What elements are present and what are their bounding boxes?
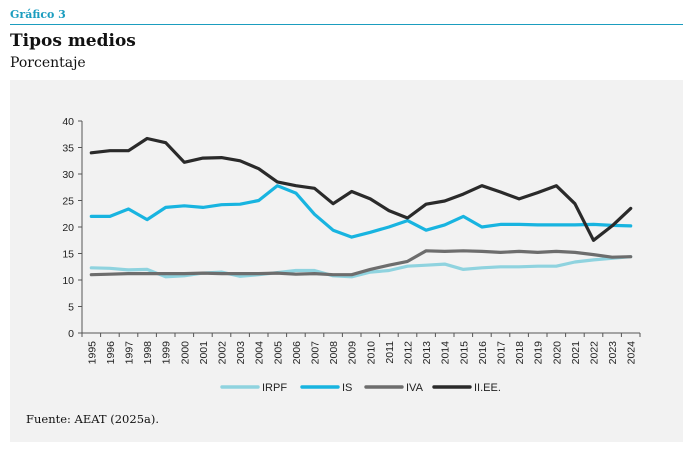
figure-label: Gráfico 3 [10,8,66,21]
series-line-irpf [89,255,633,279]
x-tick-label: 2017 [496,341,508,365]
chart-subtitle: Porcentaje [10,55,86,71]
x-tick-label: 2002 [217,341,229,365]
series-line-iva [89,249,633,277]
x-tick-label: 2009 [347,341,359,365]
header-rule [10,24,683,25]
legend-label-iva: IVA [406,382,424,394]
x-tick-label: 2003 [235,341,247,365]
x-tick-label: 2018 [514,341,526,365]
y-tick-label: 5 [68,302,74,314]
source-note: Fuente: AEAT (2025a). [26,412,160,426]
y-tick-label: 30 [62,169,74,181]
x-tick-label: 2012 [403,341,415,365]
x-tick-label: 2019 [533,341,545,365]
legend-label-ii-ee: II.EE. [474,382,501,394]
x-tick-label: 1998 [142,341,154,365]
x-tick-label: 2007 [310,341,322,365]
line-chart: 0 5 10 15 20 25 30 35 40 1995 1996 1997 1998 1999 2000… [62,116,641,394]
y-tick-label: 25 [62,196,74,208]
series-line-is [89,184,633,239]
y-tick-label: 40 [62,116,74,128]
y-tick-label: 10 [62,275,74,287]
series-line-ii-ee [89,136,633,242]
x-tick-label: 1995 [86,341,98,365]
x-tick-label: 2022 [589,341,601,365]
x-tick-label: 2024 [626,341,638,365]
x-tick-label: 2001 [198,341,210,365]
y-tick-label: 35 [62,143,74,155]
legend-label-irpf: IRPF [262,382,287,394]
x-tick-label: 2023 [607,341,619,365]
x-tick-label: 2006 [291,341,303,365]
x-tick-label: 2011 [384,341,396,364]
x-tick-label: 2000 [179,341,191,365]
x-tick-label: 2005 [272,341,284,365]
x-tick-label: 1999 [161,341,173,365]
x-tick-label: 2016 [477,341,489,365]
x-tick-label: 2010 [365,341,377,365]
x-tick-label: 2008 [328,341,340,365]
x-tick-label: 2015 [458,341,470,365]
legend-label-is: IS [342,382,352,394]
x-tick-label: 2013 [421,341,433,365]
y-tick-label: 0 [68,328,74,340]
x-tick-label: 1997 [124,341,136,365]
x-tick-label: 2014 [440,341,452,365]
x-tick-label: 1996 [105,341,117,365]
y-tick-label: 20 [62,222,74,234]
chart-title: Tipos medios [10,31,136,51]
x-tick-label: 2004 [254,341,266,365]
x-tick-label: 2021 [570,341,582,365]
x-tick-label: 2020 [551,341,563,365]
chart-panel: 0 5 10 15 20 25 30 35 40 1995 1996 1997 1998 1999 2000… [10,80,683,442]
y-tick-label: 15 [62,249,74,261]
